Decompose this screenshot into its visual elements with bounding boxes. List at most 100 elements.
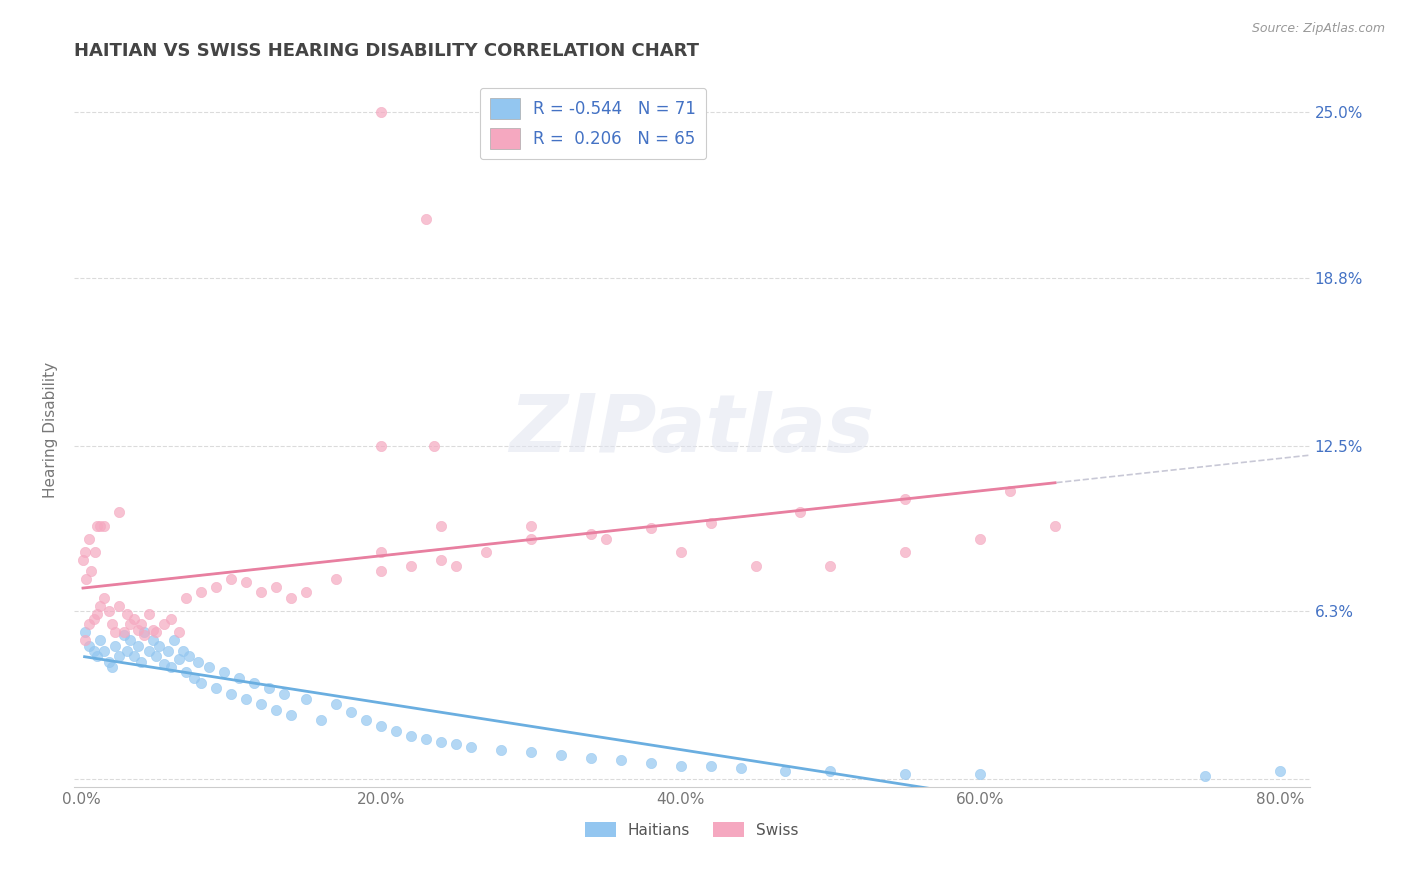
Point xyxy=(100,660,122,674)
Point xyxy=(72,553,94,567)
Point xyxy=(112,628,135,642)
Point xyxy=(221,687,243,701)
Point xyxy=(108,649,131,664)
Point xyxy=(280,708,302,723)
Point xyxy=(131,655,153,669)
Point xyxy=(789,506,811,520)
Point xyxy=(115,607,138,621)
Point xyxy=(969,532,991,546)
Point xyxy=(595,532,617,546)
Text: HAITIAN VS SWISS HEARING DISABILITY CORRELATION CHART: HAITIAN VS SWISS HEARING DISABILITY CORR… xyxy=(75,42,699,60)
Point xyxy=(250,698,273,712)
Point xyxy=(118,617,141,632)
Point xyxy=(370,719,392,733)
Point xyxy=(444,738,467,752)
Point xyxy=(93,518,115,533)
Point xyxy=(325,698,347,712)
Point xyxy=(112,625,135,640)
Point xyxy=(235,692,257,706)
Point xyxy=(430,553,453,567)
Point xyxy=(183,671,205,685)
Point xyxy=(176,665,198,680)
Text: Source: ZipAtlas.com: Source: ZipAtlas.com xyxy=(1251,22,1385,36)
Point xyxy=(969,766,991,780)
Point xyxy=(370,439,392,453)
Point xyxy=(1043,518,1066,533)
Point xyxy=(699,759,721,773)
Point xyxy=(370,105,392,120)
Point xyxy=(179,649,201,664)
Point xyxy=(325,572,347,586)
Point xyxy=(550,748,572,763)
Point xyxy=(167,652,190,666)
Point xyxy=(579,751,602,765)
Point xyxy=(84,545,107,559)
Point xyxy=(172,644,194,658)
Point xyxy=(86,649,108,664)
Point xyxy=(399,558,422,573)
Point xyxy=(221,572,243,586)
Point xyxy=(669,759,692,773)
Point xyxy=(77,639,100,653)
Point xyxy=(142,623,165,637)
Point xyxy=(77,532,100,546)
Point xyxy=(131,617,153,632)
Point xyxy=(160,660,183,674)
Point xyxy=(640,756,662,771)
Point xyxy=(250,585,273,599)
Point xyxy=(190,585,212,599)
Point xyxy=(205,580,228,594)
Point xyxy=(444,558,467,573)
Point xyxy=(103,639,125,653)
Point xyxy=(73,625,96,640)
Point xyxy=(138,607,160,621)
Point xyxy=(77,617,100,632)
Point xyxy=(187,655,209,669)
Point xyxy=(820,764,842,779)
Point xyxy=(228,671,250,685)
Point xyxy=(385,724,408,739)
Point xyxy=(153,617,176,632)
Point xyxy=(127,639,149,653)
Point xyxy=(73,633,96,648)
Point xyxy=(579,526,602,541)
Point xyxy=(257,681,280,696)
Point xyxy=(205,681,228,696)
Point xyxy=(73,545,96,559)
Point xyxy=(609,754,631,768)
Point xyxy=(93,591,115,605)
Point xyxy=(83,612,105,626)
Point xyxy=(669,545,692,559)
Point xyxy=(157,644,180,658)
Point xyxy=(127,623,149,637)
Point xyxy=(475,545,498,559)
Point xyxy=(243,676,266,690)
Point xyxy=(100,617,122,632)
Point xyxy=(97,655,120,669)
Point xyxy=(460,740,482,755)
Point xyxy=(370,564,392,578)
Point xyxy=(422,439,444,453)
Point xyxy=(415,732,437,747)
Point xyxy=(142,633,165,648)
Legend: Haitians, Swiss: Haitians, Swiss xyxy=(579,815,804,844)
Point xyxy=(370,545,392,559)
Point xyxy=(115,644,138,658)
Point xyxy=(520,518,543,533)
Point xyxy=(93,644,115,658)
Point xyxy=(264,703,287,717)
Point xyxy=(75,572,97,586)
Point xyxy=(160,612,183,626)
Point xyxy=(430,735,453,749)
Point xyxy=(1194,769,1216,783)
Point xyxy=(86,607,108,621)
Point xyxy=(820,558,842,573)
Point xyxy=(273,687,295,701)
Point xyxy=(415,212,437,227)
Point xyxy=(280,591,302,605)
Point xyxy=(103,625,125,640)
Point xyxy=(775,764,797,779)
Point xyxy=(163,633,186,648)
Point xyxy=(489,743,512,757)
Point xyxy=(430,518,453,533)
